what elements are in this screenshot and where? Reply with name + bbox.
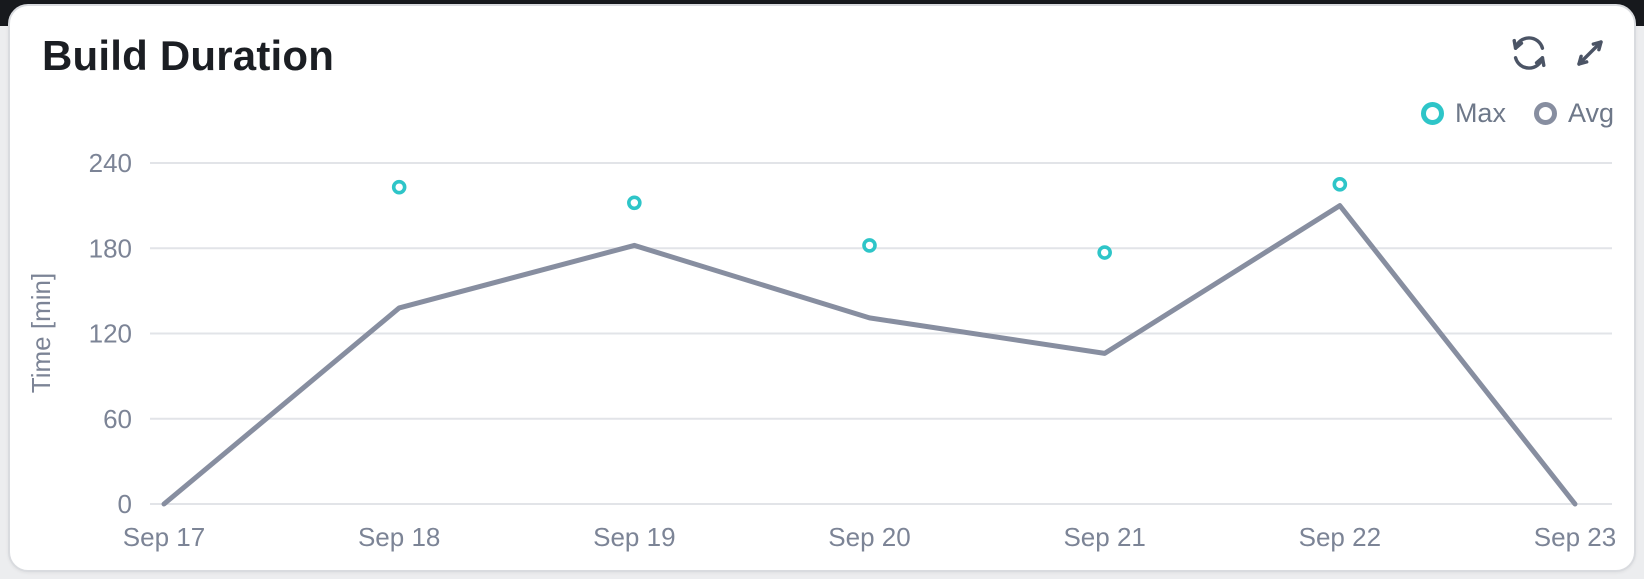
max-point[interactable]: [1332, 177, 1348, 192]
y-tick-label: 180: [89, 233, 132, 263]
x-tick-label: Sep 17: [123, 522, 205, 552]
y-tick-label: 0: [118, 489, 132, 519]
y-tick-label: 120: [89, 319, 132, 349]
max-point[interactable]: [862, 238, 877, 253]
refresh-icon: [1512, 36, 1546, 70]
y-tick-label: 60: [103, 404, 132, 434]
legend-item-avg[interactable]: Avg: [1533, 98, 1614, 129]
max-point[interactable]: [391, 179, 407, 195]
x-tick-label: Sep 23: [1534, 522, 1616, 552]
legend-label-avg: Avg: [1567, 98, 1614, 128]
max-legend-marker-icon: [1420, 102, 1444, 125]
refresh-button[interactable]: [1506, 30, 1552, 76]
x-tick-label: Sep 18: [358, 522, 440, 552]
card-title: Build Duration: [42, 32, 335, 79]
max-point[interactable]: [1097, 245, 1112, 260]
build-duration-card: Build Duration Max Avg: [8, 4, 1636, 572]
x-tick-label: Sep 21: [1063, 522, 1145, 552]
x-tick-label: Sep 19: [593, 522, 675, 552]
x-tick-label: Sep 20: [828, 522, 910, 552]
expand-icon: [1577, 40, 1603, 66]
avg-line: [161, 203, 1578, 507]
legend-item-max[interactable]: Max: [1420, 98, 1506, 129]
chart-area: 0 60 120 180 240 Sep 17 Sep 18 Sep 19 Sep 20 Sep …: [10, 6, 1638, 574]
chart-canvas[interactable]: 0 60 120 180 240 Sep 17 Sep 18 Sep 19 Sep 20 Sep …: [10, 6, 1638, 574]
legend-label-max: Max: [1454, 98, 1506, 128]
y-tick-label: 240: [89, 148, 132, 178]
chart-legend: Max Avg: [1420, 98, 1614, 129]
max-point[interactable]: [627, 195, 642, 211]
avg-legend-marker-icon: [1533, 102, 1557, 125]
expand-button[interactable]: [1570, 33, 1610, 73]
y-axis-title: Time [min]: [26, 273, 56, 393]
x-tick-label: Sep 22: [1299, 522, 1381, 552]
card-actions: [1506, 30, 1610, 76]
